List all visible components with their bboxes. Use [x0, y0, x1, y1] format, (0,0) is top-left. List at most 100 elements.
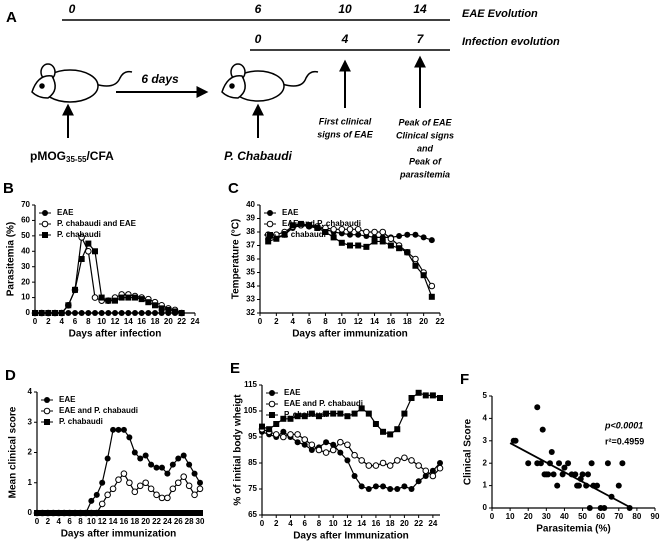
x-tick-label: 20 — [419, 317, 428, 326]
marker — [132, 294, 138, 301]
panel-label: F — [460, 371, 469, 388]
marker — [301, 441, 308, 448]
marker — [44, 510, 51, 516]
marker — [379, 238, 386, 245]
marker — [78, 310, 85, 316]
marker — [330, 410, 337, 417]
point — [604, 460, 611, 467]
y-tick-label: 115 — [244, 380, 257, 389]
marker — [34, 510, 40, 516]
x-tick-label: 10 — [337, 317, 346, 326]
panel-label: C — [228, 180, 239, 197]
marker — [115, 426, 122, 433]
marker — [118, 310, 125, 316]
timeline-tick: 6 — [255, 2, 262, 16]
marker — [92, 248, 98, 255]
x-tick-label: 8 — [323, 317, 328, 326]
x-tick-label: 12 — [98, 517, 107, 526]
marker — [126, 510, 133, 516]
x-tick-label: 22 — [177, 317, 186, 326]
marker — [387, 486, 394, 492]
marker — [91, 294, 99, 301]
legend-marker — [266, 220, 274, 228]
point — [601, 505, 608, 511]
marker — [306, 222, 313, 229]
marker — [408, 486, 415, 492]
marker — [115, 476, 122, 484]
marker — [273, 235, 280, 242]
marker — [365, 462, 373, 469]
marker — [148, 510, 155, 516]
marker — [152, 302, 158, 309]
marker — [153, 491, 160, 499]
marker — [358, 483, 365, 490]
marker — [259, 423, 265, 430]
y-tick-label: 34 — [246, 281, 255, 290]
marker — [104, 455, 111, 462]
marker — [105, 297, 112, 304]
marker — [420, 234, 427, 241]
suffix: /CFA — [86, 149, 114, 163]
marker — [379, 228, 387, 236]
x-tick-label: 14 — [109, 517, 118, 526]
x-axis-label: Days after infection — [69, 329, 162, 340]
marker — [322, 449, 330, 456]
x-tick-label: 6 — [73, 317, 78, 326]
x-tick-label: 22 — [152, 517, 161, 526]
x-tick-label: 2 — [46, 517, 51, 526]
marker — [186, 461, 193, 468]
marker — [165, 306, 172, 313]
marker — [344, 441, 351, 449]
marker — [158, 464, 165, 471]
x-tick-label: 0 — [258, 317, 263, 326]
marker — [109, 485, 117, 493]
y-tick-label: 70 — [21, 200, 30, 209]
marker — [365, 486, 372, 492]
timeline-tick: 4 — [341, 32, 349, 46]
marker — [344, 457, 351, 464]
marker — [186, 510, 193, 516]
marker — [55, 510, 62, 516]
marker — [387, 431, 394, 438]
y-axis-label: Mean clinical score — [8, 406, 19, 498]
marker — [272, 431, 280, 438]
marker — [294, 431, 301, 438]
y-tick-label: 37 — [246, 241, 255, 250]
marker — [289, 222, 296, 229]
marker — [420, 272, 427, 279]
y-tick-label: 4 — [28, 387, 33, 396]
legend-label: P. chabaudi — [284, 410, 328, 419]
marker — [396, 245, 403, 252]
marker — [132, 310, 138, 316]
marker — [174, 479, 182, 487]
x-tick-label: 0 — [35, 517, 40, 526]
marker — [153, 464, 160, 471]
subscript: 35-55 — [66, 155, 87, 164]
x-tick-label: 8 — [86, 317, 91, 326]
marker — [110, 426, 117, 433]
y-axis-label: Parasitemia (%) — [6, 222, 17, 296]
y-tick-label: 33 — [246, 295, 255, 304]
legend-marker — [268, 400, 276, 408]
y-axis-label: Temperature (°C) — [231, 219, 242, 300]
marker — [401, 410, 408, 417]
marker — [115, 510, 122, 516]
legend-marker — [41, 220, 49, 228]
marker — [105, 310, 112, 316]
marker — [266, 426, 273, 433]
marker — [93, 510, 100, 516]
point — [615, 482, 622, 489]
marker — [110, 510, 117, 516]
y-tick-label: 85 — [248, 458, 257, 467]
x-tick-label: 14 — [370, 317, 379, 326]
marker — [131, 510, 138, 516]
x-tick-label: 4 — [291, 317, 296, 326]
y-tick-label: 36 — [246, 254, 255, 263]
marker — [429, 392, 436, 399]
marker — [32, 310, 38, 316]
point — [588, 460, 595, 467]
point — [619, 460, 626, 467]
marker — [191, 470, 198, 477]
marker — [104, 510, 111, 516]
